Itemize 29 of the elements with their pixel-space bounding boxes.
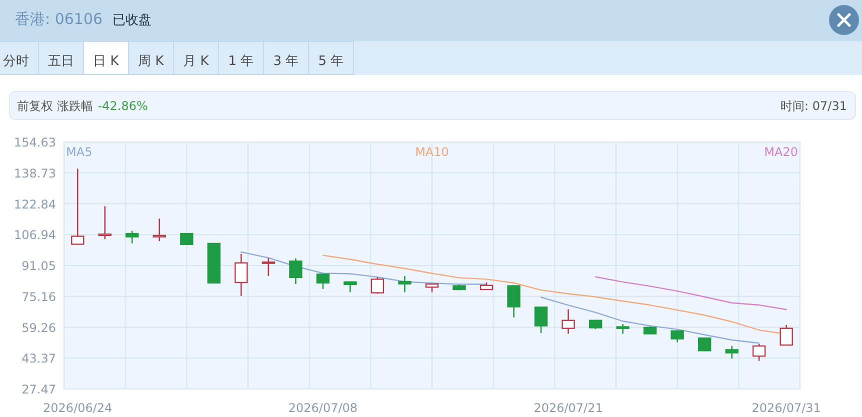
tab-label: 分时 (3, 54, 29, 69)
y-tick: 154.63 (14, 136, 56, 150)
tab-label: 3 年 (273, 54, 299, 69)
x-tick: 2026/07/31 (752, 401, 821, 415)
tab-label: 五日 (48, 54, 74, 69)
change-percent-label: -42.86% (98, 99, 148, 113)
tab-label: 5 年 (318, 54, 344, 69)
info-label: 前复权 涨跌幅 (17, 99, 93, 113)
x-tick: 2026/06/24 (43, 401, 112, 415)
subtitle: 已收盘 (112, 13, 152, 28)
tab-label: 月 K (183, 54, 209, 69)
x-tick: 2026/07/08 (288, 401, 358, 415)
x-tick: 2026/07/21 (534, 401, 603, 415)
legend: MA10 (415, 145, 449, 159)
y-tick: 43.37 (22, 352, 56, 366)
tab-label: 1 年 (228, 54, 254, 69)
y-tick: 27.47 (22, 382, 56, 396)
tab-label: 周 K (138, 54, 164, 69)
y-tick: 59.26 (22, 320, 56, 335)
title: 香港: 06106 (15, 10, 103, 28)
time-label: 时间: 07/31 (780, 99, 847, 113)
legend: MA20 (764, 145, 798, 159)
y-tick: 106.94 (14, 228, 56, 242)
y-tick: 75.16 (22, 290, 56, 304)
y-tick: 122.84 (14, 197, 56, 212)
y-tick: 91.05 (22, 259, 56, 273)
legend: MA5 (66, 145, 92, 159)
y-tick: 138.73 (14, 166, 56, 180)
tab-label: 日 K (93, 54, 119, 69)
